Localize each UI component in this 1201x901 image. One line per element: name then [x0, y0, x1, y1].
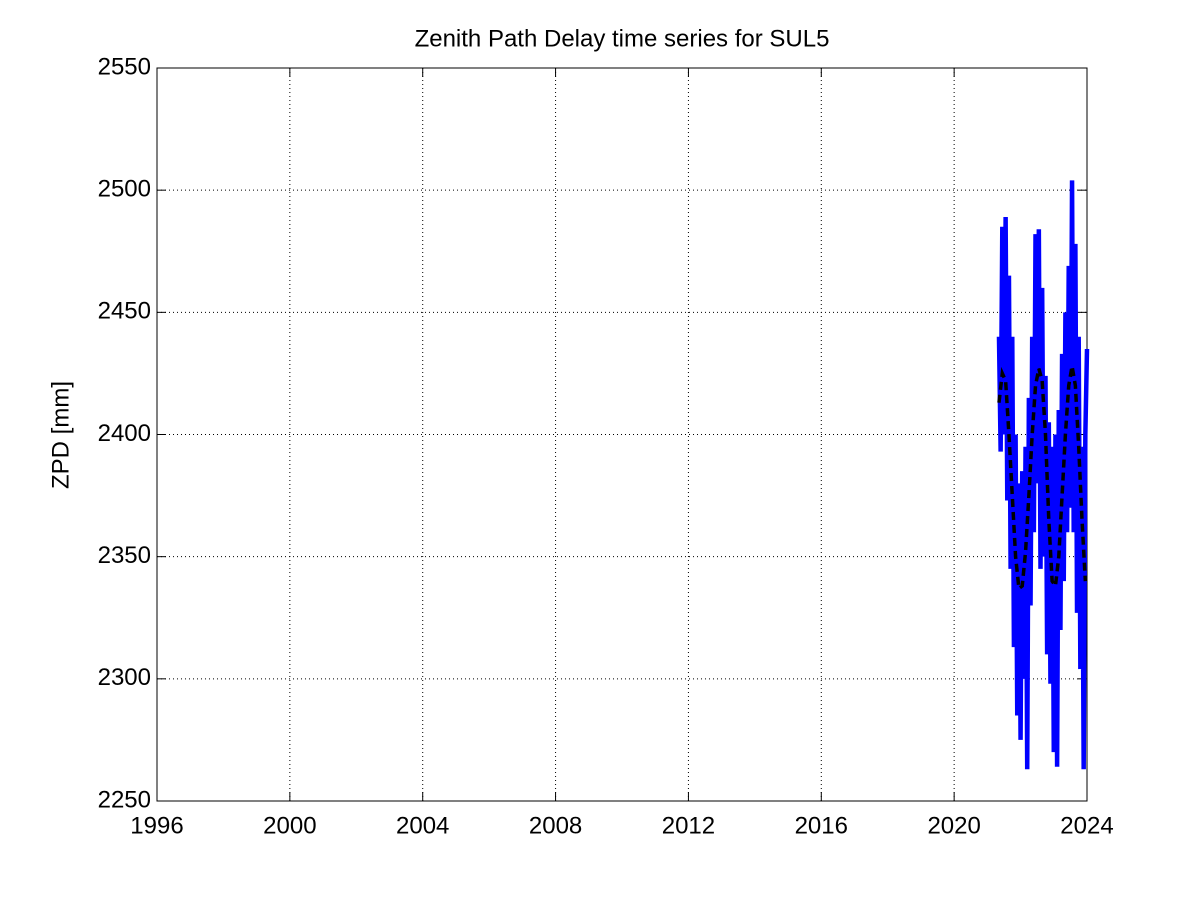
y-tick-label: 2350: [98, 542, 151, 569]
y-tick-label: 2550: [98, 53, 151, 80]
x-tick-label: 2000: [263, 812, 316, 839]
y-tick-label: 2500: [98, 176, 151, 203]
y-tick-label: 2250: [98, 786, 151, 813]
y-tick-label: 2400: [98, 420, 151, 447]
y-axis-label: ZPD [mm]: [47, 381, 74, 489]
x-tick-label: 2020: [927, 812, 980, 839]
x-tick-label: 2008: [529, 812, 582, 839]
x-tick-label: 2004: [396, 812, 449, 839]
x-tick-label: 2024: [1060, 812, 1113, 839]
y-tick-label: 2450: [98, 298, 151, 325]
chart-title: Zenith Path Delay time series for SUL5: [415, 25, 830, 52]
trend-line: [997, 365, 1088, 592]
x-tick-label: 2016: [795, 812, 848, 839]
x-tick-label: 1996: [130, 812, 183, 839]
x-tick-label: 2012: [662, 812, 715, 839]
y-tick-label: 2300: [98, 664, 151, 691]
